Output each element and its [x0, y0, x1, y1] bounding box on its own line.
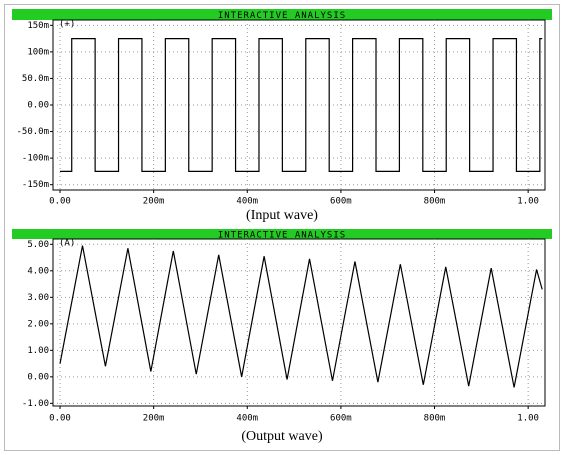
y-tick-label: 5.00	[27, 240, 49, 250]
title-bar	[12, 9, 552, 20]
y-tick-label: 2.00	[27, 319, 49, 329]
x-tick-label: 800m	[424, 197, 446, 207]
x-tick-label: 1.00	[517, 414, 539, 424]
caption: (Input wave)	[246, 208, 318, 223]
y-tick-label: 0.00	[27, 372, 49, 382]
x-tick-label: 400m	[236, 414, 258, 424]
plot-area	[52, 238, 546, 407]
plot-area	[52, 19, 546, 191]
y-tick-label: 4.00	[27, 266, 49, 276]
y-tick-label: -1.00	[22, 399, 49, 409]
x-tick-label: 1.00	[517, 197, 539, 207]
y-tick-label: 1.00	[27, 346, 49, 356]
y-tick-label: -150m	[22, 180, 49, 190]
x-tick-label: 200m	[143, 197, 165, 207]
line-series	[59, 245, 543, 388]
legend-label: (A)	[59, 239, 75, 249]
y-tick-label: -50.0m	[16, 127, 49, 137]
x-tick-label: 0.00	[49, 197, 71, 207]
y-tick-label: 100m	[27, 47, 49, 57]
frame	[4, 4, 560, 451]
legend-label: (+)	[59, 20, 75, 30]
chart-title: INTERACTIVE ANALYSIS	[218, 11, 346, 21]
y-tick-label: 0.00	[27, 101, 49, 111]
y-tick-label: 150m	[27, 21, 49, 31]
x-tick-label: 400m	[236, 197, 258, 207]
y-tick-label: 50.0m	[22, 74, 49, 84]
x-tick-label: 600m	[330, 414, 352, 424]
line-series	[60, 37, 543, 173]
x-tick-label: 0.00	[49, 414, 71, 424]
x-tick-label: 600m	[330, 197, 352, 207]
caption: (Output wave)	[241, 429, 323, 444]
x-tick-label: 800m	[424, 414, 446, 424]
chart-title: INTERACTIVE ANALYSIS	[218, 231, 346, 241]
title-bar	[12, 229, 552, 239]
x-tick-label: 200m	[143, 414, 165, 424]
y-tick-label: -100m	[22, 154, 49, 164]
y-tick-label: 3.00	[27, 293, 49, 303]
